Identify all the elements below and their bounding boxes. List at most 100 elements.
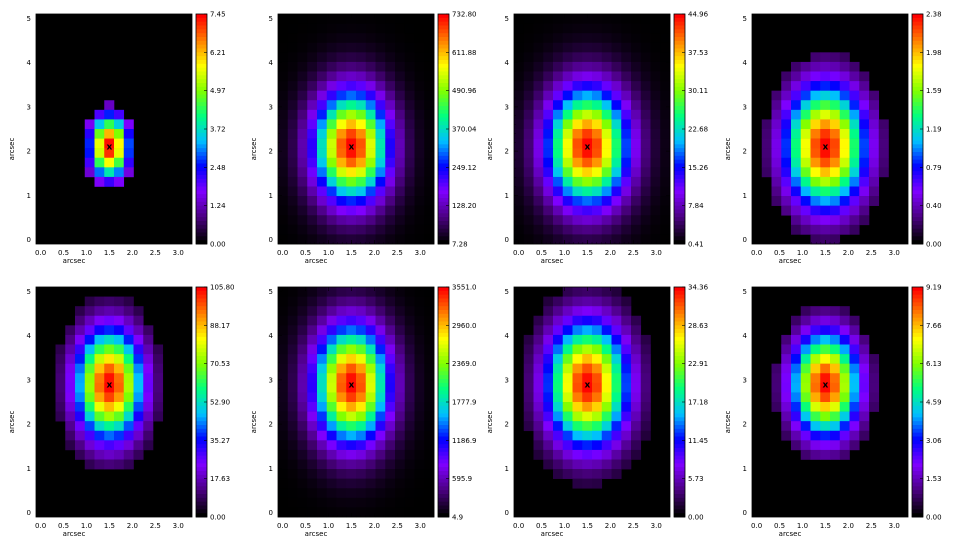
heatmap-cell xyxy=(621,196,632,206)
heatmap-cell xyxy=(346,392,357,403)
heatmap-cell xyxy=(562,138,573,149)
colorbar-band xyxy=(912,405,923,411)
colorbar-band xyxy=(438,367,449,372)
heatmap-cell xyxy=(365,411,376,422)
heatmap-cell xyxy=(114,167,125,178)
heatmap-cell xyxy=(582,157,593,168)
heatmap-cell xyxy=(640,71,651,82)
heatmap-cell xyxy=(55,411,66,422)
heatmap-cell xyxy=(424,382,435,393)
colorbar-band xyxy=(912,201,923,207)
heatmap-cell xyxy=(810,315,821,326)
heatmap-cell xyxy=(830,334,841,345)
heatmap-cell xyxy=(582,392,593,403)
colorbar-band xyxy=(674,86,685,92)
heatmap-cell xyxy=(611,296,622,307)
heatmap-cell xyxy=(601,109,612,120)
colorbar-band xyxy=(438,325,449,330)
heatmap-cell xyxy=(404,138,415,149)
heatmap-cell xyxy=(404,157,415,168)
heatmap-cell xyxy=(326,459,337,470)
heatmap-cell xyxy=(781,196,792,206)
heatmap-cell xyxy=(287,14,298,24)
heatmap-cell xyxy=(114,325,125,336)
heatmap-cell xyxy=(278,507,289,518)
colorbar-band xyxy=(674,178,685,184)
x-tick-label: 1.5 xyxy=(582,249,593,257)
heatmap-cell xyxy=(94,430,105,441)
heatmap-cell xyxy=(650,81,661,91)
heatmap-cell xyxy=(611,382,622,393)
heatmap-cell xyxy=(404,411,415,422)
heatmap-cell xyxy=(75,315,86,326)
heatmap-cell xyxy=(791,430,802,441)
heatmap-cell xyxy=(326,392,337,403)
colorbar-band xyxy=(196,144,207,149)
heatmap-cell xyxy=(601,14,612,24)
heatmap-cell xyxy=(650,71,661,82)
heatmap-cell xyxy=(317,411,328,422)
heatmap-cell xyxy=(385,306,396,317)
heatmap-cell xyxy=(153,363,164,374)
heatmap-cell xyxy=(621,205,632,216)
colorbar-band xyxy=(912,459,923,464)
heatmap-cell xyxy=(346,363,357,374)
heatmap-cell xyxy=(375,81,386,91)
heatmap-cell xyxy=(297,138,308,149)
heatmap-cell xyxy=(523,23,534,34)
colorbar-band xyxy=(912,129,923,134)
heatmap-cell xyxy=(365,315,376,326)
colorbar-band xyxy=(674,444,685,449)
heatmap-cell xyxy=(395,287,406,297)
heatmap-cell xyxy=(395,363,406,374)
heatmap-cell xyxy=(365,392,376,403)
heatmap-cell xyxy=(375,459,386,470)
colorbar-band xyxy=(674,190,685,195)
heatmap-cell xyxy=(820,315,831,326)
heatmap-cell xyxy=(650,14,661,24)
heatmap-cell xyxy=(326,119,337,130)
heatmap-cell xyxy=(395,33,406,44)
colorbar-band xyxy=(674,455,685,460)
heatmap-cell xyxy=(404,344,415,355)
colorbar-tick-label: 1.19 xyxy=(926,126,942,134)
colorbar-band xyxy=(438,33,449,38)
heatmap-cell xyxy=(375,507,386,518)
heatmap-cell xyxy=(582,71,593,82)
heatmap-cell xyxy=(336,129,347,139)
colorbar-band xyxy=(912,344,923,349)
center-marker: x xyxy=(823,380,829,390)
heatmap-cell xyxy=(307,325,318,336)
center-marker: x xyxy=(585,380,591,390)
heatmap-cell xyxy=(621,129,632,139)
colorbar-band xyxy=(196,287,207,292)
heatmap-cell xyxy=(317,296,328,307)
colorbar-band xyxy=(912,313,923,319)
heatmap-cell xyxy=(375,119,386,130)
heatmap-cell xyxy=(307,469,318,479)
colorbar-band xyxy=(912,90,923,95)
heatmap-cell xyxy=(592,167,603,178)
x-axis-label: arcsec xyxy=(305,257,328,265)
heatmap-cell xyxy=(307,234,318,245)
heatmap-cell xyxy=(791,334,802,345)
heatmap-cell xyxy=(631,61,642,72)
heatmap-cell xyxy=(791,138,802,149)
heatmap-cell xyxy=(859,402,870,412)
heatmap-cell xyxy=(356,205,367,216)
heatmap-cell xyxy=(869,100,880,111)
heatmap-cell xyxy=(365,157,376,168)
heatmap-cell xyxy=(572,14,583,24)
colorbar-band xyxy=(912,175,923,180)
heatmap-cell xyxy=(660,33,671,44)
heatmap-cell xyxy=(830,138,841,149)
heatmap-cell xyxy=(84,167,95,178)
colorbar-band xyxy=(674,478,685,483)
heatmap-cell xyxy=(336,148,347,159)
heatmap-cell xyxy=(523,138,534,149)
heatmap-cell xyxy=(592,196,603,206)
colorbar-band xyxy=(674,313,685,319)
colorbar-band xyxy=(674,29,685,34)
colorbar-band xyxy=(912,48,923,53)
heatmap-cell xyxy=(346,224,357,235)
